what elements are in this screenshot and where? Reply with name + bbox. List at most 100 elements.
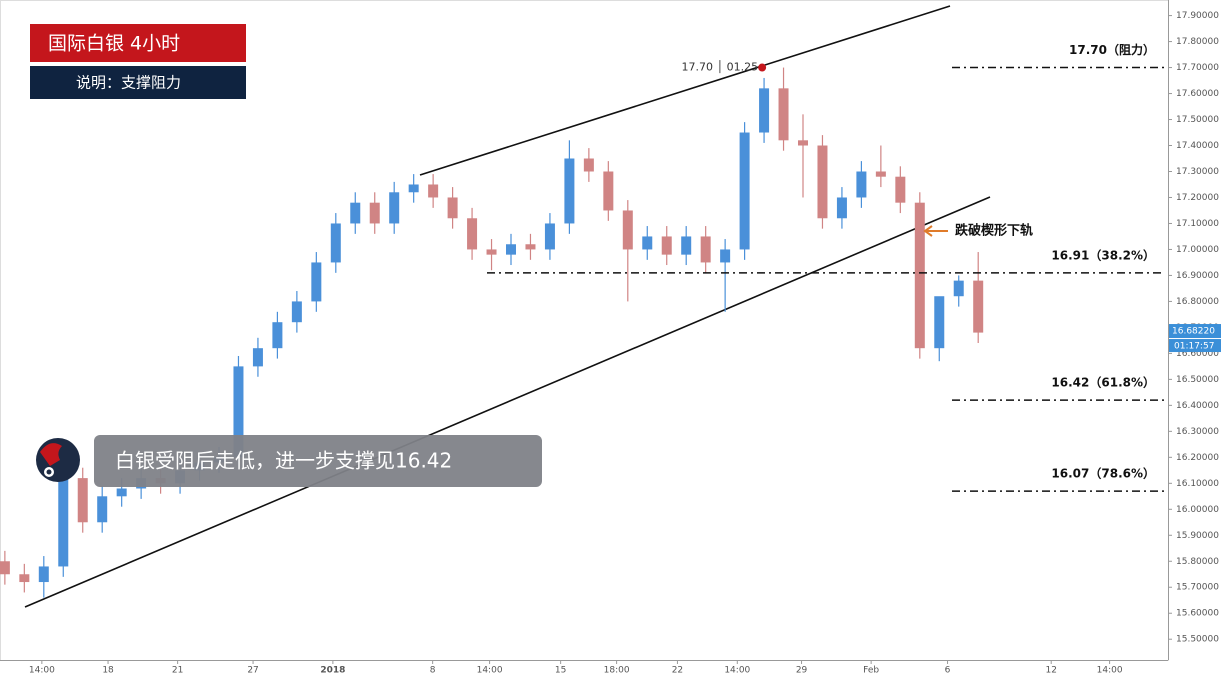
candle-body (311, 262, 322, 302)
candle-body (116, 488, 127, 497)
y-tick-label: 15.50000 (1176, 635, 1219, 645)
y-tick-label: 17.50000 (1176, 115, 1219, 125)
grid (41, 15, 1172, 664)
annotations: 17.70（阻力） 16.91（38.2%） 16.42（61.8%） 16.07（7… (487, 42, 1165, 492)
x-tick-label: 2018 (320, 666, 345, 676)
candle-body (564, 158, 575, 224)
peak-label: 17.70 │ 01.25 (682, 60, 759, 74)
candle-body (506, 244, 516, 255)
y-tick-label: 16.00000 (1176, 505, 1219, 515)
y-tick-label: 16.20000 (1176, 453, 1219, 463)
candle-body (330, 223, 341, 263)
y-tick-label: 17.40000 (1176, 141, 1219, 151)
x-tick-label: 8 (430, 666, 436, 676)
y-tick-label: 16.40000 (1176, 401, 1219, 411)
candle-body (408, 184, 419, 193)
candle-body (544, 223, 555, 250)
candle-body (252, 348, 263, 367)
y-tick-label: 17.60000 (1176, 89, 1219, 99)
x-tick-label: 14:00 (29, 666, 55, 676)
x-tick-label: 29 (796, 666, 808, 676)
level-label: 16.42（61.8%） (1051, 375, 1155, 390)
chart-title: 国际白银 4小时 (48, 33, 180, 55)
x-tick-label: 6 (945, 666, 951, 676)
arrow-note: 跌破楔形下轨 (955, 223, 1033, 239)
lower-trend-line (24, 196, 991, 608)
y-tick-label: 17.80000 (1176, 37, 1219, 47)
candle-body (389, 192, 400, 224)
candle-body (77, 478, 88, 523)
candle-body (622, 210, 633, 250)
y-tick-label: 16.10000 (1176, 479, 1219, 489)
candle-body (739, 132, 750, 250)
candle-body (447, 197, 458, 219)
last-price-label: 16.68220 (1172, 327, 1215, 337)
y-tick-label: 16.30000 (1176, 427, 1219, 437)
candle-body (291, 301, 302, 323)
candle-body (233, 366, 244, 458)
peak-marker (758, 63, 767, 72)
y-tick-label: 17.70000 (1176, 63, 1219, 73)
x-tick-label: 18 (102, 666, 114, 676)
x-tick-label: 22 (672, 666, 683, 676)
candle-body (272, 322, 283, 349)
logo (36, 438, 80, 482)
candle-body (895, 176, 906, 203)
x-tick-label: 14:00 (1097, 666, 1123, 676)
chart-subtitle: 说明：支撑阻力 (76, 74, 181, 92)
y-tick-label: 16.80000 (1176, 297, 1219, 307)
candle-body (836, 197, 847, 219)
candle-body (603, 171, 614, 211)
candle-body (934, 296, 945, 349)
x-tick-label: 12 (1045, 666, 1056, 676)
y-tick-label: 17.00000 (1176, 245, 1219, 255)
y-tick-label: 15.90000 (1176, 531, 1219, 541)
y-tick-label: 15.60000 (1176, 609, 1219, 619)
x-tick-label: 27 (247, 666, 258, 676)
candle-body (700, 236, 711, 263)
level-label: 16.91（38.2%） (1051, 247, 1155, 262)
x-tick-label: 14:00 (477, 666, 503, 676)
y-tick-label: 15.80000 (1176, 557, 1219, 567)
candle-body (428, 184, 439, 198)
x-tick-label: 21 (172, 666, 183, 676)
x-tick-label: Feb (863, 666, 879, 676)
candle-body (681, 236, 692, 255)
candle-body (914, 202, 925, 349)
callout-box (94, 435, 542, 487)
level-label: 16.07（78.6%） (1051, 466, 1155, 481)
y-tick-label: 17.20000 (1176, 193, 1219, 203)
candle-body (798, 140, 808, 146)
title-box (30, 24, 246, 62)
level-label: 17.70（阻力） (1069, 42, 1155, 57)
countdown-box (1169, 339, 1221, 353)
candle-body (0, 561, 10, 575)
candle-body (817, 145, 828, 219)
candle-body (856, 171, 867, 198)
candle-body (467, 218, 478, 250)
countdown-label: 01:17:57 (1174, 342, 1214, 352)
candle-body (642, 236, 653, 250)
candle-body (720, 249, 731, 263)
candle-body (525, 244, 536, 250)
candle-body (19, 574, 30, 583)
candle-body (486, 249, 497, 255)
x-tick-label: 14:00 (724, 666, 750, 676)
upper-trend-line (419, 5, 951, 176)
y-tick-label: 16.90000 (1176, 271, 1219, 281)
y-tick-label: 15.70000 (1176, 583, 1219, 593)
subtitle-box (30, 66, 246, 99)
candle-body (583, 158, 594, 172)
candle-body (973, 280, 984, 333)
x-tick-label: 15 (555, 666, 566, 676)
candle-body (778, 88, 789, 141)
y-tick-label: 16.60000 (1176, 349, 1219, 359)
candle-body (875, 171, 886, 177)
candle-body (953, 280, 964, 297)
y-tick-label: 16.50000 (1176, 375, 1219, 385)
y-tick-label: 17.10000 (1176, 219, 1219, 229)
candles (0, 67, 984, 598)
y-tick-label: 17.30000 (1176, 167, 1219, 177)
